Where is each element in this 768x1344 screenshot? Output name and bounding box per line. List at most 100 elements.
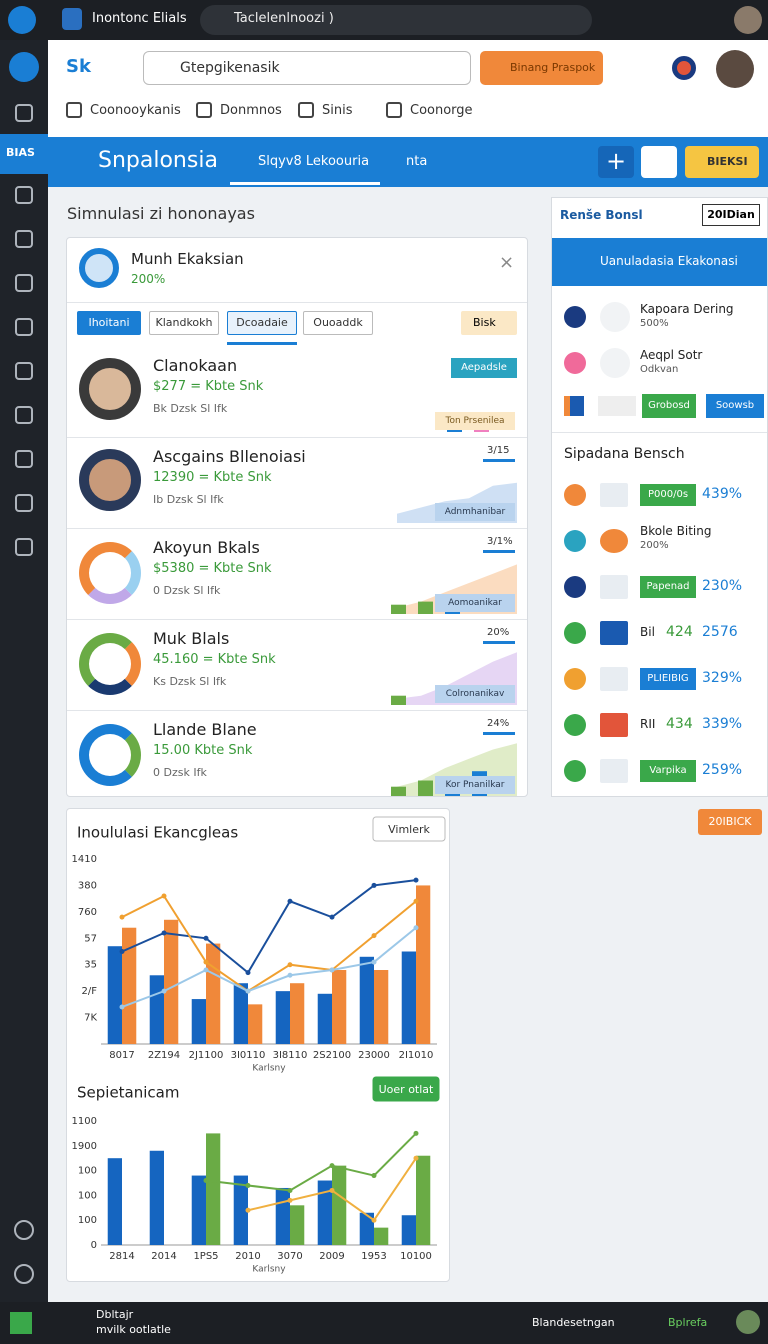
side-chip[interactable]: Grobosd	[642, 394, 696, 418]
bar	[122, 927, 137, 1044]
card-title: Munh Ekaksian	[131, 250, 244, 268]
nav-item[interactable]: Sinis	[322, 103, 353, 118]
sidebar-icon[interactable]	[15, 274, 33, 292]
bar	[191, 1175, 206, 1245]
footer-icon[interactable]	[10, 1312, 32, 1334]
side-icon	[564, 396, 584, 416]
banner-button[interactable]: BIEKSI	[685, 146, 759, 178]
row-chip[interactable]: Aepadsle	[451, 358, 517, 378]
nav-icon[interactable]	[66, 102, 82, 118]
bar	[416, 1155, 431, 1245]
tab-title[interactable]: Inontonc Elials	[92, 11, 187, 26]
nav-item[interactable]: Coonorge	[410, 103, 473, 118]
filter[interactable]: Bisk	[461, 311, 517, 335]
side-chip[interactable]: Soowsb	[706, 394, 764, 418]
bar	[275, 991, 290, 1044]
nav-icon[interactable]	[196, 102, 212, 118]
row-chip[interactable]: Ton Prsenilea	[435, 412, 515, 430]
notification-icon[interactable]	[672, 56, 696, 80]
close-button[interactable]: ×	[499, 252, 515, 273]
item-icon	[564, 352, 586, 374]
x-tick-label: 10100	[400, 1251, 432, 1262]
list-chip[interactable]: Papenad	[640, 576, 696, 598]
bar	[401, 1215, 416, 1245]
sidebar-badge[interactable]: BIAS	[0, 134, 48, 174]
line-point	[161, 930, 167, 936]
add-button[interactable]: +	[598, 146, 634, 178]
row-chip[interactable]: Kor Pnanilkar	[435, 776, 515, 794]
bar	[248, 1004, 263, 1044]
list-mid: 424	[666, 624, 693, 640]
side-button[interactable]: Uanuladasia Ekakonasi	[552, 238, 767, 286]
back-button[interactable]	[8, 6, 36, 34]
sidebar-icon[interactable]	[15, 186, 33, 204]
row-name: Muk Blals	[153, 629, 230, 648]
x-tick-label: 1953	[361, 1251, 386, 1262]
bar	[359, 956, 374, 1044]
sidebar-icon[interactable]	[15, 494, 33, 512]
search-box[interactable]	[143, 51, 471, 85]
banner-tab[interactable]: nta	[406, 154, 428, 169]
x-tick-label: 8017	[109, 1050, 134, 1061]
tab-button[interactable]: Ouoaddk	[303, 311, 373, 335]
side-divider	[552, 432, 767, 433]
row-divider	[67, 437, 527, 438]
chart-button[interactable]	[372, 1076, 440, 1102]
item-title: Aeqpl Sotr	[640, 348, 703, 362]
list-chip[interactable]: Varpika	[640, 760, 696, 782]
row-divider	[67, 528, 527, 529]
sidebar-icon[interactable]	[15, 406, 33, 424]
sidebar-icon[interactable]	[15, 104, 33, 122]
settings-button[interactable]	[641, 146, 677, 178]
row-chip[interactable]: Colronanikav	[435, 685, 515, 703]
sidebar-icon[interactable]	[15, 362, 33, 380]
sidebar-icon[interactable]	[14, 1220, 34, 1240]
footer-text[interactable]: Blandesetngan	[532, 1316, 615, 1329]
bar	[107, 946, 122, 1044]
tab-button[interactable]: Klandkokh	[149, 311, 219, 335]
header-button[interactable]: Binang Praspok	[480, 51, 603, 85]
line-point	[287, 972, 293, 978]
logo[interactable]: Sk	[66, 56, 91, 77]
footer-text[interactable]: Bplrefa	[668, 1316, 708, 1329]
banner-tab[interactable]: Slqyv8 Lekoouria	[258, 154, 370, 169]
sidebar-icon[interactable]	[15, 318, 33, 336]
tab-button[interactable]: Ihoitani	[77, 311, 141, 335]
side-action[interactable]: 20IBICK	[698, 809, 762, 835]
row-detail: 0 Dzsk Sl Ifk	[153, 584, 221, 597]
list-logo	[600, 483, 628, 507]
nav-icon[interactable]	[386, 102, 402, 118]
list-value: 230%	[702, 578, 743, 594]
chart-button[interactable]	[372, 816, 446, 842]
nav-icon[interactable]	[298, 102, 314, 118]
sidebar-icon[interactable]	[15, 450, 33, 468]
y-tick-label: 100	[78, 1166, 97, 1177]
item-icon	[600, 348, 630, 378]
profile-avatar[interactable]	[734, 6, 762, 34]
nav-item[interactable]: Coonooykanis	[90, 103, 181, 118]
sidebar-icon[interactable]	[15, 538, 33, 556]
tab-button[interactable]: Dcoadaie	[227, 311, 297, 335]
nav-item[interactable]: Donmnos	[220, 103, 282, 118]
list-logo	[600, 667, 628, 691]
row-chip[interactable]: Aomoanikar	[435, 594, 515, 612]
list-chip[interactable]: PLIEIBIG	[640, 668, 696, 690]
footer-avatar[interactable]	[736, 1310, 760, 1334]
sidebar-icon[interactable]	[15, 230, 33, 248]
row-chip[interactable]: Adnmhanibar	[435, 503, 515, 521]
charts: Inoululasi Ekancgleas Vimlerk 1410 380 760 57…	[72, 816, 446, 1275]
card-icon	[79, 248, 119, 288]
banner-title: Snpalonsia	[98, 148, 218, 173]
line	[121, 926, 417, 1008]
menu-button[interactable]	[9, 52, 39, 82]
user-avatar[interactable]	[716, 50, 754, 88]
mini-bar	[391, 604, 406, 614]
side-badge[interactable]: 20IDian	[702, 204, 760, 226]
bar	[332, 1165, 347, 1245]
address-bar[interactable]	[200, 5, 592, 35]
line-point	[413, 877, 419, 883]
sidebar-icon[interactable]	[14, 1264, 34, 1284]
list-chip[interactable]: P000/0s	[640, 484, 696, 506]
bar	[416, 885, 431, 1044]
donut-icon	[79, 724, 141, 786]
